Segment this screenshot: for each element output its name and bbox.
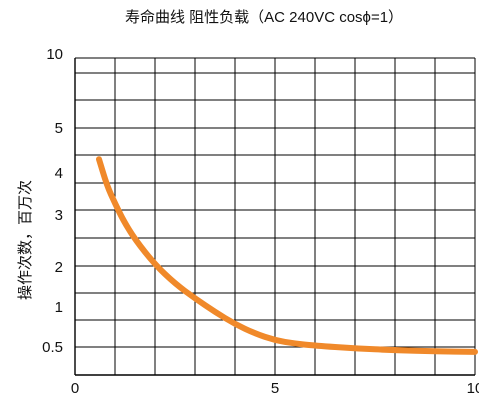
series-line (96, 156, 478, 355)
x-tick-labels: 0 5 10 (71, 380, 479, 396)
x-tick-label: 10 (467, 380, 479, 396)
x-tick-label: 0 (71, 380, 79, 396)
grid (74, 57, 476, 376)
y-tick-label: 1 (55, 299, 63, 316)
series-group (96, 156, 478, 355)
y-tick-label: 5 (55, 120, 63, 137)
y-tick-label: 10 (46, 46, 63, 63)
y-tick-label: 2 (55, 259, 63, 276)
chart-title: 寿命曲线 阻性负载（AC 240VC cosϕ=1） (125, 8, 403, 26)
x-tick-label: 5 (271, 380, 279, 396)
y-tick-label: 3 (55, 207, 63, 224)
y-tick-label: 0.5 (42, 339, 63, 356)
y-tick-label: 4 (55, 165, 63, 182)
y-axis-label: 操作次数，百万次 (17, 180, 34, 300)
y-tick-labels: 0.5 1 2 3 4 5 10 (42, 46, 63, 356)
